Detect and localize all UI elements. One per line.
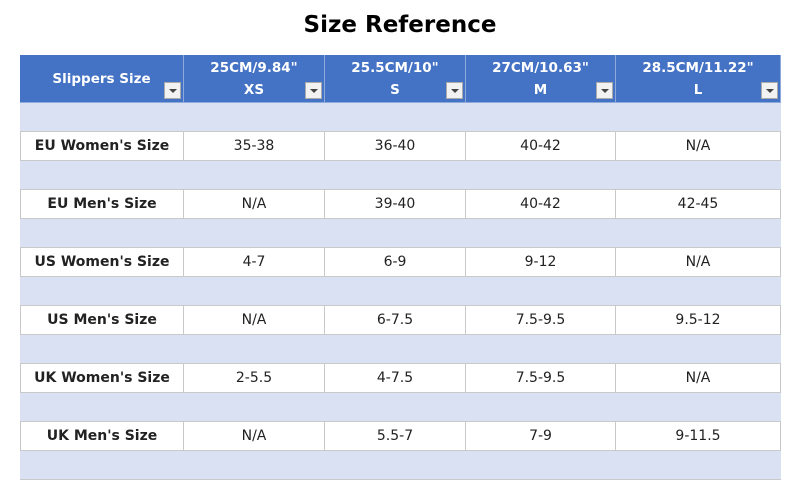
header-cell: Slippers Size xyxy=(20,55,184,103)
spacer-row xyxy=(20,393,781,422)
row-label: UK Women's Size xyxy=(20,364,184,393)
cell: 9.5-12 xyxy=(616,306,781,335)
filter-button[interactable] xyxy=(164,82,181,99)
cell: 9-12 xyxy=(466,248,616,277)
row-label: EU Men's Size xyxy=(20,190,184,219)
cell: 7-9 xyxy=(466,422,616,451)
cell: 7.5-9.5 xyxy=(466,364,616,393)
row-label: UK Men's Size xyxy=(20,422,184,451)
header-size: L xyxy=(693,81,703,98)
header-cell: 25CM/9.84" XS xyxy=(184,55,325,103)
row-label: EU Women's Size xyxy=(20,132,184,161)
filter-button[interactable] xyxy=(596,82,613,99)
cell: N/A xyxy=(616,248,781,277)
cell: N/A xyxy=(616,132,781,161)
header-measure: 27CM/10.63" xyxy=(492,59,589,76)
cell: 9-11.5 xyxy=(616,422,781,451)
row-label: US Women's Size xyxy=(20,248,184,277)
cell: 7.5-9.5 xyxy=(466,306,616,335)
spacer-row xyxy=(20,335,781,364)
spacer-row xyxy=(20,277,781,306)
cell: 40-42 xyxy=(466,190,616,219)
cell: 6-7.5 xyxy=(325,306,466,335)
title: Size Reference xyxy=(303,12,497,38)
spacer-row xyxy=(20,219,781,248)
cell: N/A xyxy=(616,364,781,393)
cell: 36-40 xyxy=(325,132,466,161)
filter-button[interactable] xyxy=(446,82,463,99)
cell: 42-45 xyxy=(616,190,781,219)
cell: N/A xyxy=(184,306,325,335)
spacer-row xyxy=(20,451,781,480)
spacer-row xyxy=(20,103,781,132)
cell: 6-9 xyxy=(325,248,466,277)
cell: 40-42 xyxy=(466,132,616,161)
cell: N/A xyxy=(184,422,325,451)
header-cell: 25.5CM/10" S xyxy=(325,55,466,103)
cell: 4-7.5 xyxy=(325,364,466,393)
cell: N/A xyxy=(184,190,325,219)
header-size: S xyxy=(390,81,400,98)
header-cell: 28.5CM/11.22" L xyxy=(616,55,781,103)
header-cell: 27CM/10.63" M xyxy=(466,55,616,103)
header-size: XS xyxy=(243,81,265,98)
row-label: US Men's Size xyxy=(20,306,184,335)
cell: 5.5-7 xyxy=(325,422,466,451)
header-measure: 25CM/9.84" xyxy=(210,59,298,76)
filter-button[interactable] xyxy=(305,82,322,99)
header-measure: 25.5CM/10" xyxy=(351,59,439,76)
cell: 4-7 xyxy=(184,248,325,277)
spacer-row xyxy=(20,161,781,190)
cell: 35-38 xyxy=(184,132,325,161)
header-text: Slippers Size xyxy=(52,70,151,87)
header-size: M xyxy=(533,81,548,98)
cell: 2-5.5 xyxy=(184,364,325,393)
header-measure: 28.5CM/11.22" xyxy=(642,59,754,76)
cell: 39-40 xyxy=(325,190,466,219)
filter-button[interactable] xyxy=(761,82,778,99)
